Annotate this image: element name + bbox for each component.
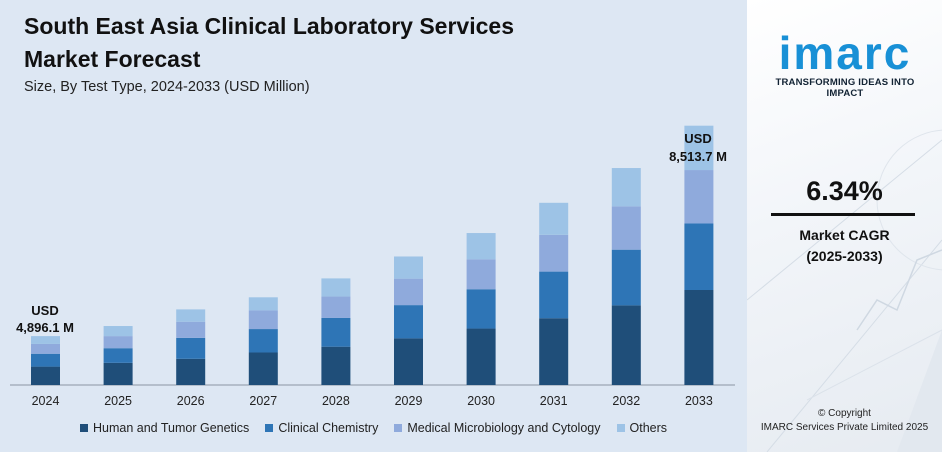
bar-segment-2029-s0 (394, 338, 423, 385)
bar-segment-2027-s0 (248, 352, 278, 385)
bar-segment-2031-s0 (539, 318, 569, 385)
bar-segment-2033-s0 (684, 289, 714, 385)
cagr-divider (771, 213, 915, 216)
x-tick-label-2033: 2033 (685, 394, 713, 408)
bar-segment-2032-s1 (611, 249, 641, 306)
legend-item-clinical-chemistry: Clinical Chemistry (265, 421, 378, 435)
last-bar-value: 8,513.7 M (669, 149, 727, 164)
bar-segment-2029-s3 (394, 256, 423, 279)
bar-segment-2024-s2 (31, 343, 60, 354)
bar-segment-2031-s2 (539, 234, 569, 272)
bars-group (31, 125, 714, 385)
x-tick-label-2031: 2031 (540, 394, 568, 408)
logo-tagline: TRANSFORMING IDEAS INTO IMPACT (775, 77, 915, 99)
x-tick-label-2032: 2032 (612, 394, 640, 408)
legend-label: Medical Microbiology and Cytology (407, 421, 601, 435)
bar-segment-2025-s0 (103, 362, 133, 385)
bar-segment-2026-s1 (176, 337, 206, 359)
legend-item-microbiology-cytology: Medical Microbiology and Cytology (394, 421, 601, 435)
legend-swatch (265, 424, 274, 432)
x-tick-label-2027: 2027 (249, 394, 277, 408)
chart-title-line1: South East Asia Clinical Laboratory Serv… (24, 13, 514, 39)
bar-segment-2026-s0 (176, 358, 206, 385)
bar-segment-2024-s3 (31, 336, 60, 344)
bar-segment-2025-s2 (103, 336, 133, 349)
legend-label: Others (629, 421, 668, 435)
bar-segment-2027-s3 (248, 297, 278, 311)
bar-segment-2024-s1 (31, 353, 60, 367)
bar-segment-2033-s2 (684, 170, 714, 224)
bar-segment-2032-s0 (611, 305, 641, 385)
bar-segment-2030-s3 (466, 233, 496, 260)
bar-segment-2029-s1 (394, 305, 423, 339)
first-bar-currency: USD (31, 303, 58, 318)
bar-segment-2029-s2 (394, 278, 423, 306)
bar-segment-2030-s1 (466, 289, 496, 329)
x-tick-label-2025: 2025 (104, 394, 132, 408)
legend-swatch (616, 424, 625, 432)
bar-segment-2028-s1 (321, 317, 351, 347)
copyright-text: © Copyright (818, 408, 871, 419)
bar-segment-2033-s1 (684, 223, 714, 290)
bar-segment-2028-s0 (321, 346, 351, 385)
legend-label: Clinical Chemistry (278, 421, 379, 435)
chart-panel: South East Asia Clinical Laboratory Serv… (0, 0, 747, 452)
bar-segment-2031-s1 (539, 271, 569, 319)
bar-segment-2031-s3 (539, 202, 569, 235)
x-tick-label-2030: 2030 (467, 394, 495, 408)
bar-segment-2030-s2 (466, 259, 496, 290)
bar-segment-2026-s3 (176, 309, 206, 322)
bar-segment-2025-s1 (103, 348, 133, 363)
chart-title-line2: Market Forecast (24, 46, 201, 72)
logo-wordmark: imarc (778, 27, 912, 79)
bar-segment-2026-s2 (176, 321, 206, 338)
x-tick-label-2029: 2029 (395, 394, 423, 408)
chart-subtitle: Size, By Test Type, 2024-2033 (USD Milli… (24, 79, 310, 95)
first-bar-value: 4,896.1 M (16, 320, 74, 335)
cagr-value: 6.34% (806, 176, 883, 206)
x-tick-label-2028: 2028 (322, 394, 350, 408)
bar-segment-2028-s3 (321, 278, 351, 297)
cagr-period: (2025-2033) (806, 248, 883, 264)
background-graph-decoration (747, 129, 942, 452)
bar-segment-2025-s3 (103, 326, 133, 337)
chart-legend: Human and Tumor Genetics Clinical Chemis… (0, 421, 747, 435)
bar-segment-2032-s2 (611, 206, 641, 250)
stacked-bar-chart: 2024 2025 2026 2027 2028 2029 2030 2031 2032 2033… (10, 125, 735, 408)
legend-item-others: Others (616, 421, 668, 435)
bar-segment-2028-s2 (321, 296, 351, 318)
legend-swatch (394, 424, 403, 432)
company-text: IMARC Services Private Limited 2025 (760, 422, 929, 433)
bar-segment-2027-s2 (248, 310, 278, 330)
x-tick-label-2024: 2024 (32, 394, 60, 408)
bar-segment-2032-s3 (611, 168, 641, 207)
bar-segment-2033-s3 (684, 125, 714, 171)
cagr-label: Market CAGR (799, 227, 890, 243)
x-tick-labels: 2024 2025 2026 2027 2028 2029 2030 2031 2032 2033 (32, 394, 713, 408)
bar-segment-2027-s1 (248, 329, 278, 353)
bar-segment-2030-s0 (466, 328, 496, 385)
x-tick-label-2026: 2026 (177, 394, 205, 408)
info-sidebar: imarc TRANSFORMING IDEAS INTO IMPACT 6.3… (747, 0, 942, 452)
legend-item-human-tumor-genetics: Human and Tumor Genetics (79, 421, 250, 435)
bar-segment-2024-s0 (31, 366, 60, 385)
legend-swatch (79, 424, 88, 432)
imarc-logo: imarc TRANSFORMING IDEAS INTO IMPACT (757, 30, 933, 99)
last-bar-currency: USD (684, 131, 711, 146)
legend-label: Human and Tumor Genetics (92, 421, 250, 435)
